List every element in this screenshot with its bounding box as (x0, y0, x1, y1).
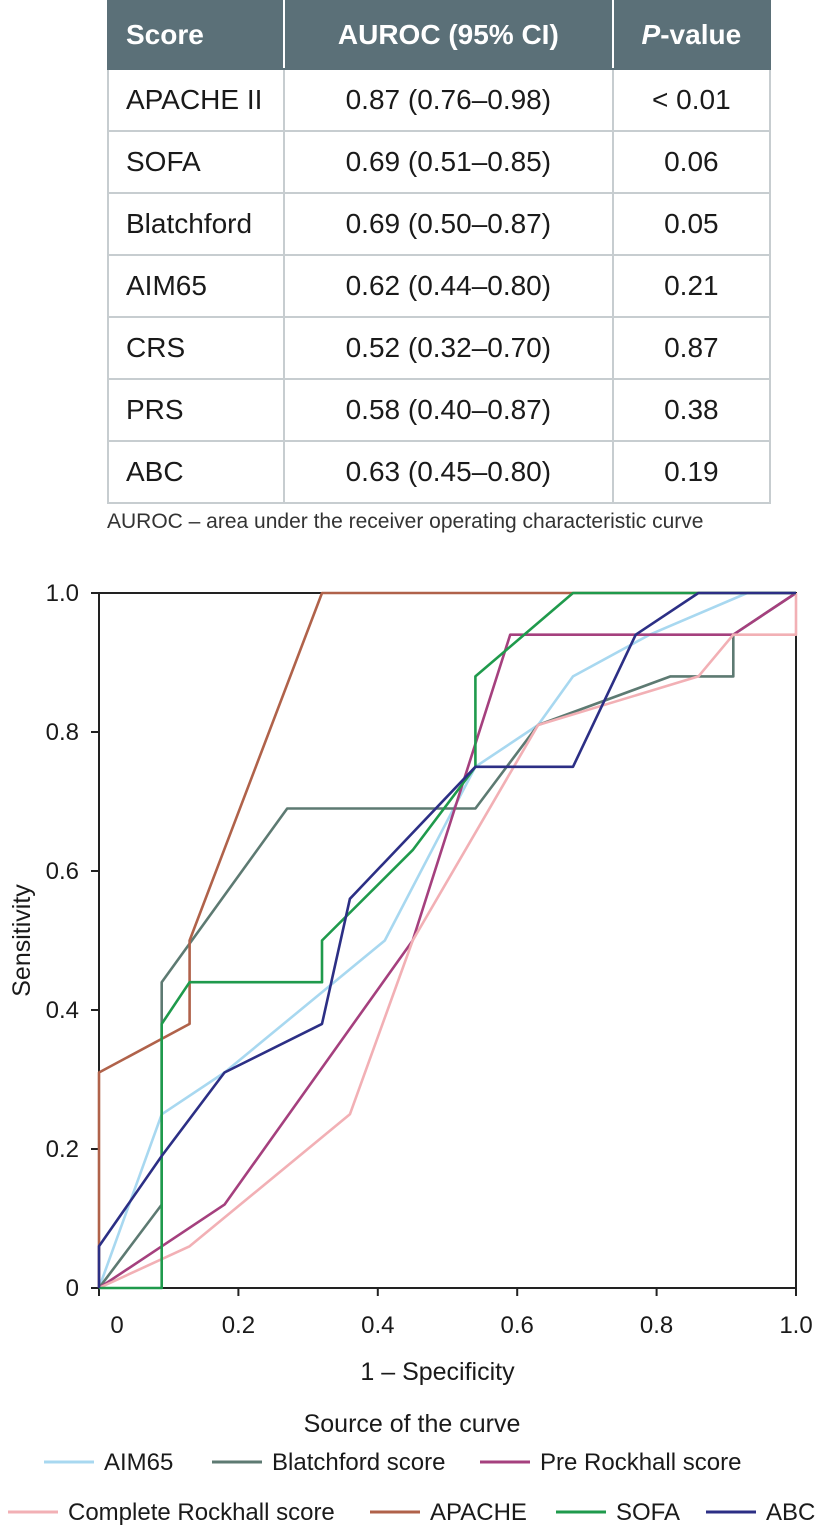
series-line-blatchford-score (97, 591, 797, 1289)
header-p-rest: -value (660, 19, 742, 50)
cell-p: 0.05 (611, 192, 772, 256)
series-line-complete-rockhall-score (98, 593, 798, 1290)
legend-label-sofa: SOFA (616, 1499, 680, 1526)
cell-p: < 0.01 (611, 68, 772, 132)
table-row: CRS 0.52 (0.32–0.70) 0.87 (107, 316, 772, 380)
cell-score: ABC (107, 440, 285, 504)
table-row: SOFA 0.69 (0.51–0.85) 0.06 (107, 130, 772, 194)
x-tick-label: 0.8 (640, 1312, 673, 1339)
legend-label-pre-rockhall-score: Pre Rockhall score (540, 1449, 741, 1476)
cell-score: SOFA (107, 130, 285, 194)
cell-p: 0.19 (611, 440, 772, 504)
cell-auroc: 0.87 (0.76–0.98) (282, 68, 614, 132)
cell-p: 0.06 (611, 130, 772, 194)
table-row: APACHE II 0.87 (0.76–0.98) < 0.01 (107, 68, 772, 132)
cell-auroc: 0.52 (0.32–0.70) (282, 316, 614, 380)
y-tick-label: 1.0 (46, 580, 79, 607)
header-p-italic: P (641, 19, 661, 50)
series-line-sofa (99, 591, 796, 1290)
table-row: ABC 0.63 (0.45–0.80) 0.19 (107, 440, 772, 504)
cell-score: PRS (107, 378, 285, 442)
roc-chart: 0 0.2 0.4 0.6 0.8 1.0 0 0.2 0.4 0.6 0.8 1.0 1 – Spec… (8, 580, 815, 1526)
cell-auroc: 0.69 (0.50–0.87) (282, 192, 614, 256)
x-tick-label: 0.4 (361, 1312, 394, 1339)
series-line-abc (97, 591, 796, 1288)
cell-auroc: 0.58 (0.40–0.87) (282, 378, 614, 442)
plot-frame (98, 592, 797, 1289)
y-tick-label: 0.4 (46, 997, 79, 1024)
cell-p: 0.21 (611, 254, 772, 318)
y-tick-label: 0.6 (46, 858, 79, 885)
cell-auroc: 0.63 (0.45–0.80) (282, 440, 614, 504)
y-tick-label: 0.8 (46, 719, 79, 746)
table-row: Blatchford 0.69 (0.50–0.87) 0.05 (107, 192, 772, 256)
cell-auroc: 0.62 (0.44–0.80) (282, 254, 614, 318)
cell-score: CRS (107, 316, 285, 380)
series-line-pre-rockhall-score (98, 591, 797, 1290)
cell-p: 0.38 (611, 378, 772, 442)
y-tick-label: 0 (66, 1275, 79, 1302)
scores-table: Score AUROC (95% CI) P-value APACHE II 0.… (107, 0, 772, 504)
table-footnote: AUROC – area under the receiver operatin… (107, 510, 704, 533)
cell-score: Blatchford (107, 192, 285, 256)
header-p-value: P-value (611, 0, 772, 70)
x-axis-label: 1 – Specificity (360, 1358, 515, 1386)
x-tick-label: 0 (110, 1312, 123, 1339)
x-tick-label: 0.2 (222, 1312, 255, 1339)
legend-label-apache: APACHE (430, 1499, 527, 1526)
legend-label-abc: ABC (766, 1499, 815, 1526)
legend-label-blatchford-score: Blatchford score (272, 1449, 445, 1476)
cell-p: 0.87 (611, 316, 772, 380)
series-line-aim65 (97, 591, 796, 1289)
x-tick-label: 0.6 (501, 1312, 534, 1339)
cell-score: AIM65 (107, 254, 285, 318)
table-row: AIM65 0.62 (0.44–0.80) 0.21 (107, 254, 772, 318)
series-line-apache (97, 591, 796, 1288)
legend-title: Source of the curve (304, 1410, 521, 1438)
y-tick-label: 0.2 (46, 1136, 79, 1163)
cell-auroc: 0.69 (0.51–0.85) (282, 130, 614, 194)
header-auroc: AUROC (95% CI) (282, 0, 614, 70)
table-row: PRS 0.58 (0.40–0.87) 0.38 (107, 378, 772, 442)
x-tick-label: 1.0 (779, 1312, 812, 1339)
cell-score: APACHE II (107, 68, 285, 132)
header-score: Score (107, 0, 285, 70)
legend-label-complete-rockhall-score: Complete Rockhall score (68, 1499, 335, 1526)
legend-label-aim65: AIM65 (104, 1449, 173, 1476)
y-axis-label: Sensitivity (8, 884, 36, 997)
table-header-row: Score AUROC (95% CI) P-value (107, 0, 772, 70)
